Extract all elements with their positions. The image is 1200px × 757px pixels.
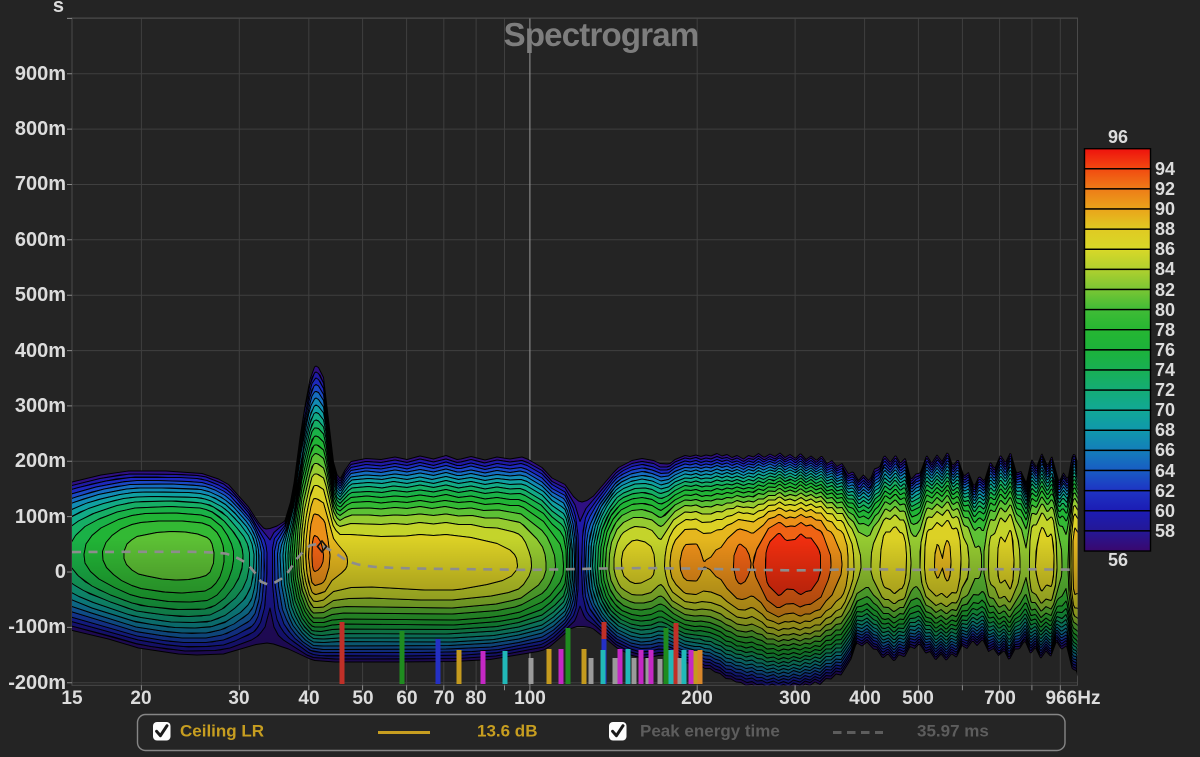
svg-text:100: 100 bbox=[514, 688, 546, 709]
svg-text:96: 96 bbox=[1108, 127, 1128, 147]
svg-text:76: 76 bbox=[1155, 340, 1175, 360]
svg-text:400: 400 bbox=[849, 688, 881, 709]
svg-text:300: 300 bbox=[779, 688, 811, 709]
svg-text:66: 66 bbox=[1155, 440, 1175, 460]
svg-text:Spectrogram: Spectrogram bbox=[504, 16, 699, 53]
svg-text:74: 74 bbox=[1155, 360, 1175, 380]
svg-text:68: 68 bbox=[1155, 420, 1175, 440]
svg-text:70: 70 bbox=[1155, 400, 1175, 420]
svg-text:92: 92 bbox=[1155, 179, 1175, 199]
svg-text:80: 80 bbox=[465, 688, 486, 709]
svg-text:60: 60 bbox=[396, 688, 417, 709]
svg-text:15: 15 bbox=[61, 688, 83, 709]
svg-text:60: 60 bbox=[1155, 501, 1175, 521]
svg-text:20: 20 bbox=[130, 688, 151, 709]
svg-text:64: 64 bbox=[1155, 461, 1175, 481]
svg-text:58: 58 bbox=[1155, 521, 1175, 541]
svg-text:500m: 500m bbox=[15, 284, 66, 306]
svg-text:Peak energy time: Peak energy time bbox=[640, 722, 780, 741]
svg-text:0: 0 bbox=[55, 561, 66, 583]
svg-text:80: 80 bbox=[1155, 300, 1175, 320]
svg-text:800m: 800m bbox=[15, 118, 66, 140]
svg-text:400m: 400m bbox=[15, 340, 66, 362]
svg-text:300m: 300m bbox=[15, 395, 66, 417]
svg-text:-200m: -200m bbox=[8, 672, 66, 694]
svg-text:94: 94 bbox=[1155, 159, 1175, 179]
svg-text:56: 56 bbox=[1108, 550, 1128, 570]
svg-text:700m: 700m bbox=[15, 173, 66, 195]
svg-text:90: 90 bbox=[1155, 199, 1175, 219]
svg-text:Ceiling LR: Ceiling LR bbox=[180, 722, 264, 741]
svg-text:s: s bbox=[53, 0, 64, 17]
svg-text:84: 84 bbox=[1155, 259, 1175, 279]
svg-text:86: 86 bbox=[1155, 239, 1175, 259]
svg-text:966Hz: 966Hz bbox=[1046, 688, 1101, 709]
svg-text:900m: 900m bbox=[15, 63, 66, 85]
svg-text:72: 72 bbox=[1155, 380, 1175, 400]
svg-text:600m: 600m bbox=[15, 229, 66, 251]
svg-text:200: 200 bbox=[681, 688, 713, 709]
svg-text:62: 62 bbox=[1155, 481, 1175, 501]
svg-text:13.6 dB: 13.6 dB bbox=[477, 722, 537, 741]
svg-text:200m: 200m bbox=[15, 450, 66, 472]
svg-text:-100m: -100m bbox=[8, 616, 66, 638]
svg-text:35.97 ms: 35.97 ms bbox=[917, 722, 989, 741]
svg-text:500: 500 bbox=[902, 688, 934, 709]
svg-text:70: 70 bbox=[433, 688, 454, 709]
svg-text:50: 50 bbox=[352, 688, 373, 709]
svg-text:30: 30 bbox=[228, 688, 249, 709]
svg-text:700: 700 bbox=[984, 688, 1016, 709]
svg-text:100m: 100m bbox=[15, 506, 66, 528]
svg-text:82: 82 bbox=[1155, 280, 1175, 300]
svg-text:78: 78 bbox=[1155, 320, 1175, 340]
svg-text:40: 40 bbox=[298, 688, 319, 709]
svg-text:88: 88 bbox=[1155, 219, 1175, 239]
